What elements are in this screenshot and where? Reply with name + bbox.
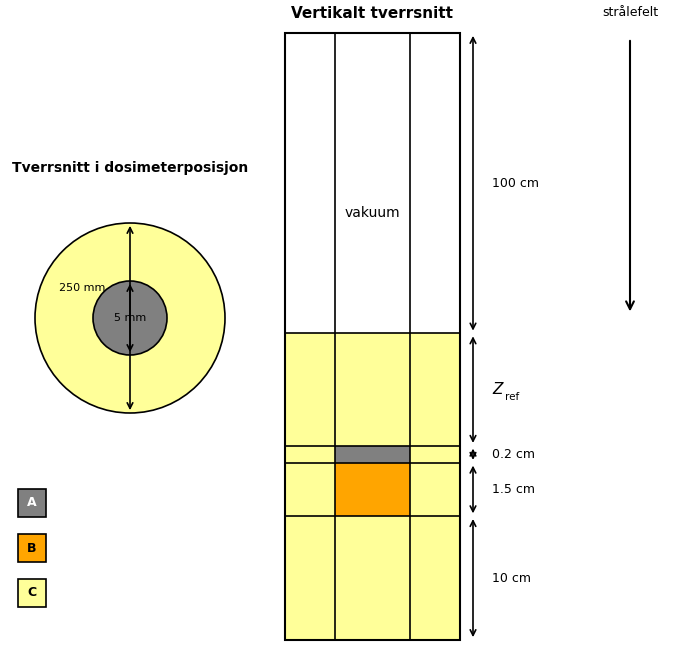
Text: strålefelt: strålefelt xyxy=(602,6,658,19)
Text: ref: ref xyxy=(505,392,519,401)
Circle shape xyxy=(93,281,167,355)
Text: 10 cm: 10 cm xyxy=(492,572,531,584)
Text: 250 mm: 250 mm xyxy=(59,283,105,293)
Text: C: C xyxy=(27,586,37,599)
Text: 100 cm: 100 cm xyxy=(492,177,539,190)
Bar xyxy=(335,445,410,463)
Bar xyxy=(335,463,410,516)
Text: vakuum: vakuum xyxy=(345,206,401,220)
Text: Vertikalt tverrsnitt: Vertikalt tverrsnitt xyxy=(291,5,454,20)
Text: 0.2 cm: 0.2 cm xyxy=(492,447,535,461)
Text: A: A xyxy=(27,497,37,509)
Bar xyxy=(18,489,46,517)
Bar xyxy=(285,334,460,640)
Circle shape xyxy=(35,223,225,413)
Bar xyxy=(18,534,46,562)
Bar xyxy=(18,579,46,607)
Bar xyxy=(285,33,460,334)
Bar xyxy=(285,33,460,640)
Text: Tverrsnitt i dosimeterposisjon: Tverrsnitt i dosimeterposisjon xyxy=(12,161,248,175)
Text: 5 mm: 5 mm xyxy=(114,313,146,323)
Text: 1.5 cm: 1.5 cm xyxy=(492,483,535,496)
Text: Z: Z xyxy=(492,382,502,397)
Text: B: B xyxy=(27,542,37,555)
